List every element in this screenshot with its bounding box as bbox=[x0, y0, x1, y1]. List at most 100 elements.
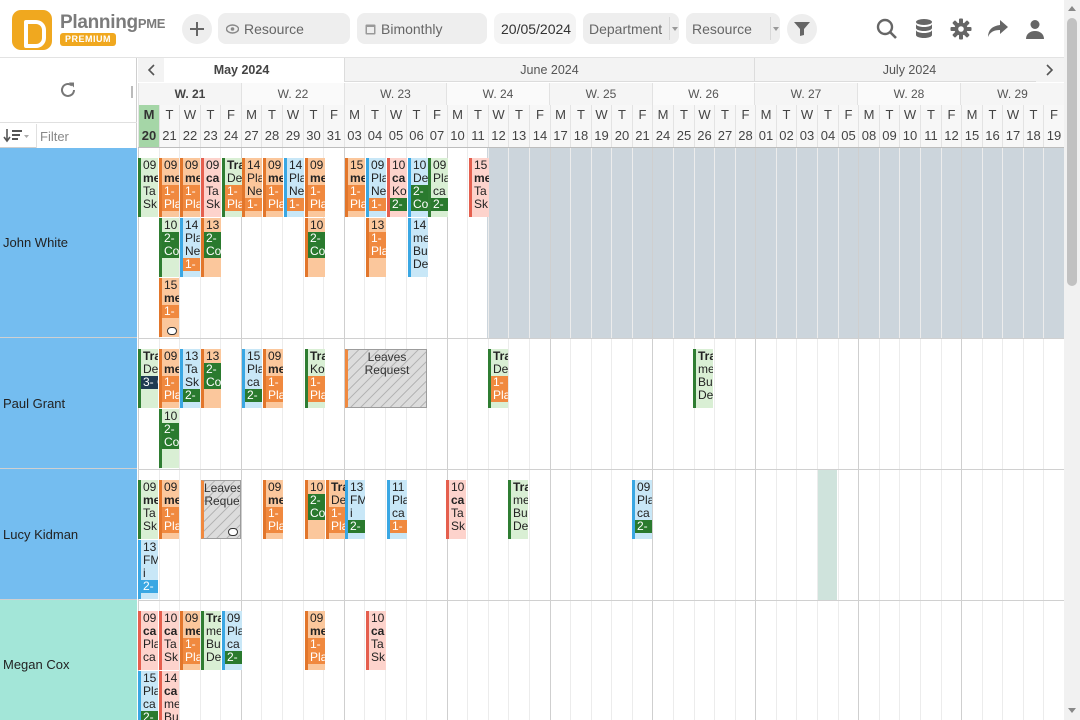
day-column[interactable] bbox=[1002, 148, 1023, 720]
date-input[interactable]: 20/05/2024 bbox=[494, 13, 576, 44]
task-block[interactable]: 15Placa2- bbox=[242, 349, 262, 408]
day-column[interactable] bbox=[961, 148, 982, 720]
refresh-button[interactable] bbox=[56, 78, 80, 102]
task-block[interactable]: 15me1-Pla bbox=[345, 158, 365, 217]
day-number[interactable]: 10 bbox=[447, 125, 467, 147]
share-button[interactable] bbox=[983, 14, 1013, 44]
task-block[interactable]: 09me1-Pla bbox=[263, 349, 283, 408]
task-block[interactable]: 09me1-Pla bbox=[263, 158, 283, 217]
resource-row[interactable]: Megan Cox bbox=[0, 600, 137, 720]
day-number[interactable]: 23 bbox=[200, 125, 220, 147]
task-block[interactable]: TraDe3- Ca bbox=[138, 349, 158, 408]
task-block[interactable]: 09me1-Pla bbox=[159, 158, 179, 217]
task-block[interactable]: 09me1-Pla bbox=[263, 480, 283, 539]
day-column[interactable] bbox=[220, 148, 241, 720]
day-column[interactable] bbox=[632, 148, 652, 720]
day-number[interactable]: 08 bbox=[858, 125, 879, 147]
day-column[interactable] bbox=[652, 148, 673, 720]
scrollbar-thumb[interactable] bbox=[1067, 18, 1077, 286]
period-select[interactable]: Bimonthly bbox=[357, 13, 487, 44]
day-column[interactable] bbox=[508, 148, 529, 720]
task-block[interactable]: 13 2- Co bbox=[201, 218, 221, 277]
task-block[interactable]: 13 2- Co bbox=[201, 349, 221, 408]
day-column[interactable] bbox=[303, 148, 323, 720]
task-block[interactable]: TraKo1-Pla bbox=[305, 349, 325, 408]
database-button[interactable] bbox=[909, 14, 939, 44]
day-number[interactable]: 28 bbox=[261, 125, 282, 147]
day-number[interactable]: 14 bbox=[529, 125, 550, 147]
day-column[interactable] bbox=[261, 148, 282, 720]
day-number[interactable]: 17 bbox=[1002, 125, 1023, 147]
day-number[interactable]: 20 bbox=[611, 125, 632, 147]
day-column[interactable] bbox=[611, 148, 632, 720]
task-block[interactable]: 09me1-Pla bbox=[159, 480, 179, 539]
day-number[interactable]: 02 bbox=[776, 125, 796, 147]
day-column[interactable] bbox=[714, 148, 735, 720]
sort-button[interactable] bbox=[3, 127, 35, 145]
day-column[interactable] bbox=[838, 148, 858, 720]
day-column[interactable] bbox=[817, 148, 838, 720]
day-number[interactable]: 11 bbox=[467, 125, 488, 147]
task-block[interactable]: 14PlaNe1- bbox=[242, 158, 262, 217]
day-column[interactable] bbox=[364, 148, 385, 720]
day-number[interactable]: 18 bbox=[1023, 125, 1043, 147]
settings-button[interactable] bbox=[946, 14, 976, 44]
day-number[interactable]: 12 bbox=[941, 125, 961, 147]
day-column[interactable] bbox=[138, 148, 159, 720]
day-number[interactable]: 27 bbox=[714, 125, 735, 147]
task-block[interactable]: 09Placa2- bbox=[428, 158, 448, 217]
day-column[interactable] bbox=[1023, 148, 1043, 720]
day-column[interactable] bbox=[550, 148, 570, 720]
task-block[interactable]: TraDe1-Pla bbox=[488, 349, 508, 408]
scroll-down-arrow-icon[interactable] bbox=[1068, 708, 1076, 713]
day-number[interactable]: 10 bbox=[899, 125, 920, 147]
day-number[interactable]: 24 bbox=[220, 125, 241, 147]
task-block[interactable]: 09me1-Pla bbox=[180, 611, 200, 670]
day-column[interactable] bbox=[570, 148, 591, 720]
day-column[interactable] bbox=[673, 148, 694, 720]
leave-request-block[interactable]: Leaves Reque bbox=[201, 480, 241, 539]
task-block[interactable]: 09 ca Ta Sk bbox=[201, 158, 221, 217]
department-select[interactable]: Department bbox=[583, 13, 679, 44]
day-column[interactable] bbox=[858, 148, 879, 720]
day-number[interactable]: 18 bbox=[570, 125, 591, 147]
day-column[interactable] bbox=[1043, 148, 1064, 720]
day-number[interactable]: 12 bbox=[488, 125, 508, 147]
task-block[interactable]: 14PlaNe1- bbox=[284, 158, 304, 217]
day-column[interactable] bbox=[735, 148, 755, 720]
day-number[interactable]: 03 bbox=[344, 125, 364, 147]
task-block[interactable]: 15me1- bbox=[159, 278, 179, 337]
vertical-scrollbar[interactable] bbox=[1064, 0, 1080, 720]
day-column[interactable] bbox=[899, 148, 920, 720]
task-block[interactable]: 10 ca Ta Sk bbox=[366, 611, 386, 670]
task-block[interactable]: 09me1-Pla bbox=[159, 349, 179, 408]
day-number[interactable]: 22 bbox=[179, 125, 200, 147]
task-block[interactable]: 131-Pla bbox=[366, 218, 386, 277]
task-block[interactable]: 15meTaSk bbox=[469, 158, 489, 217]
day-number[interactable]: 31 bbox=[323, 125, 344, 147]
day-column[interactable] bbox=[591, 148, 611, 720]
day-number[interactable]: 05 bbox=[385, 125, 406, 147]
task-block[interactable]: 09me1-Pla bbox=[305, 158, 325, 217]
filter-button[interactable] bbox=[787, 14, 817, 44]
task-block[interactable]: 14meBuDe bbox=[408, 218, 428, 277]
day-column[interactable] bbox=[385, 148, 406, 720]
day-column[interactable] bbox=[488, 148, 508, 720]
day-number[interactable]: 13 bbox=[508, 125, 529, 147]
day-column[interactable] bbox=[755, 148, 776, 720]
day-number[interactable]: 06 bbox=[406, 125, 426, 147]
task-block[interactable]: 10 2- Co bbox=[305, 480, 325, 539]
task-block[interactable]: TrameBuDe bbox=[201, 611, 221, 670]
day-number[interactable]: 01 bbox=[755, 125, 776, 147]
day-column[interactable] bbox=[796, 148, 817, 720]
resource-search-input[interactable]: Resource bbox=[218, 13, 350, 44]
resource-row[interactable]: Lucy Kidman bbox=[0, 469, 137, 600]
task-block[interactable]: 09caPlaca bbox=[138, 611, 158, 670]
task-block[interactable]: 09meTaSk bbox=[138, 158, 158, 217]
day-number[interactable]: 09 bbox=[879, 125, 899, 147]
day-number[interactable]: 19 bbox=[591, 125, 611, 147]
selected-cell[interactable] bbox=[817, 469, 837, 600]
day-column[interactable] bbox=[344, 148, 364, 720]
day-column[interactable] bbox=[200, 148, 220, 720]
